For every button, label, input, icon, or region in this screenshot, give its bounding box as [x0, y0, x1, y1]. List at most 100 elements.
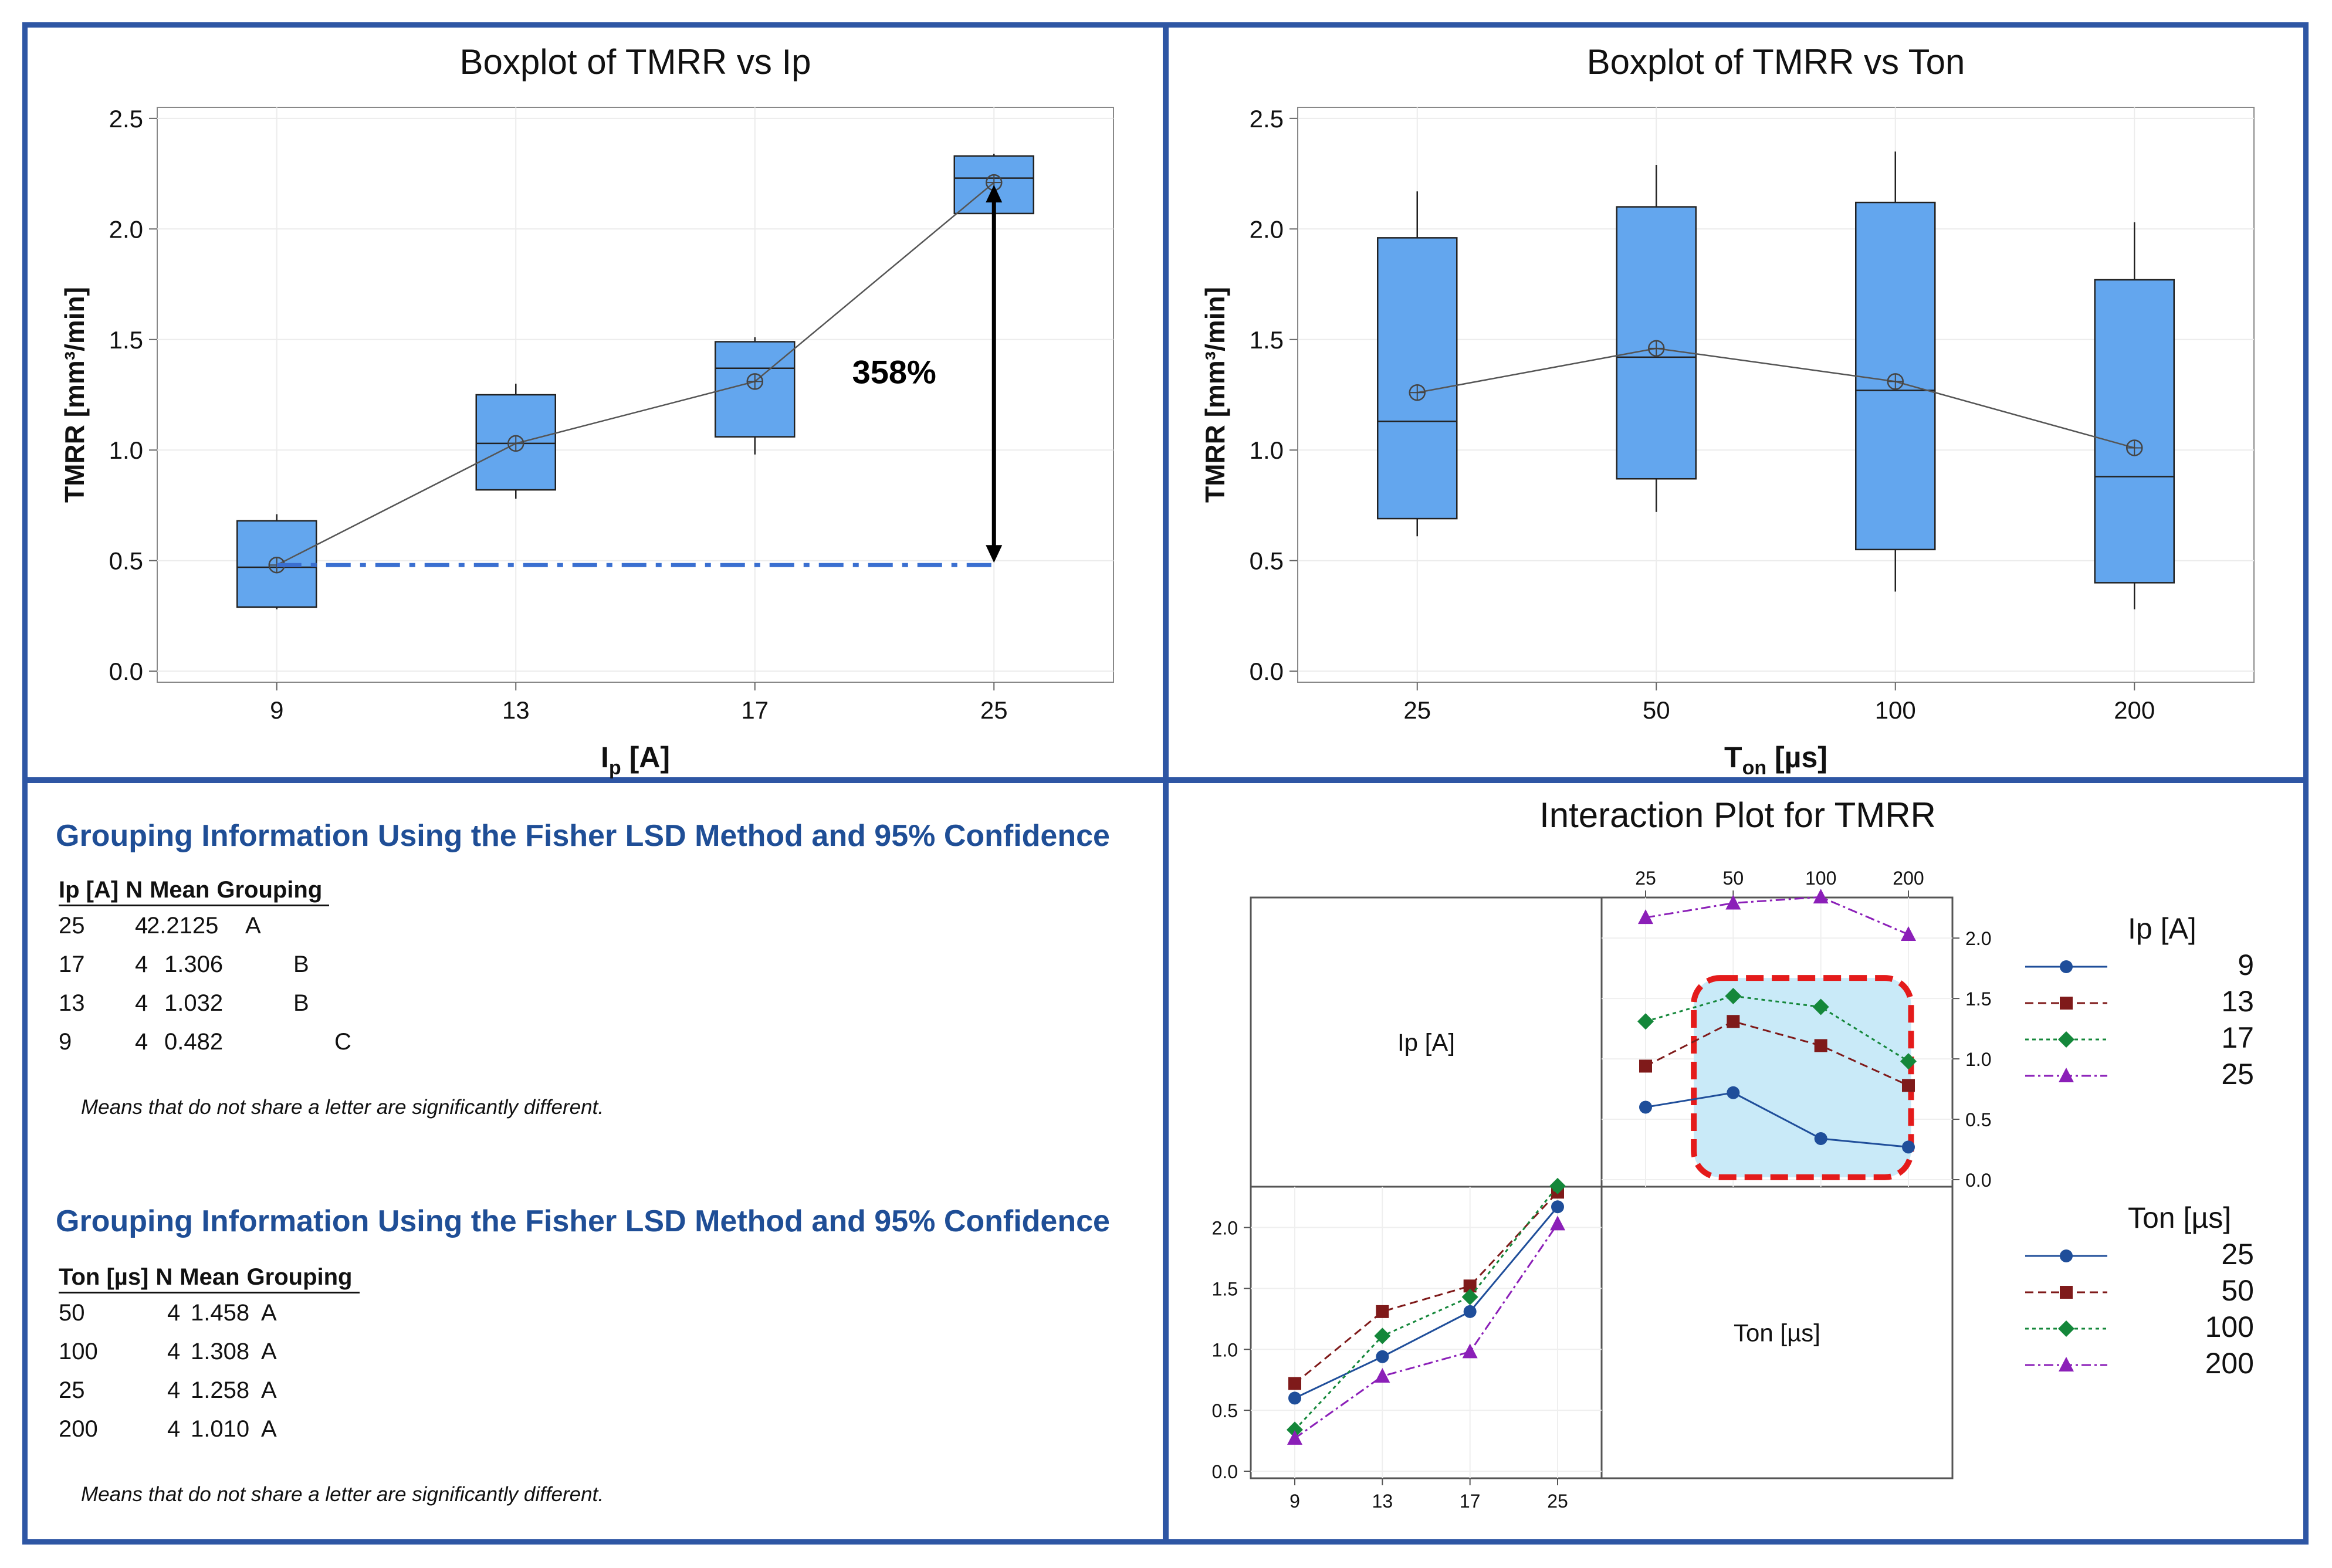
series-point-9	[1814, 1132, 1827, 1145]
series-line-17	[1645, 995, 1909, 1062]
horizontal-divider	[22, 777, 2309, 783]
row-n: 4	[135, 1029, 148, 1055]
legend-marker	[2060, 997, 2073, 1010]
series-line-50	[1294, 1191, 1559, 1384]
grouping-ip-table: Ip [A] N Mean Grouping 25 4 2.2125 A 17 4 1.306 B 13…	[59, 877, 351, 1061]
y-tick-label: 1.5	[1212, 1278, 1238, 1299]
row-group: A	[245, 913, 261, 939]
x-tick-label: 9	[270, 696, 283, 724]
increase-arrow-head-down	[986, 545, 1003, 563]
vertical-divider	[1163, 22, 1169, 1545]
row-n: 4	[167, 1300, 181, 1326]
series-point-17	[1812, 998, 1829, 1015]
legend-item-9: 9	[2238, 949, 2254, 981]
row-group: B	[293, 990, 309, 1016]
series-point-25	[1638, 909, 1653, 924]
row-level: 17	[59, 951, 85, 977]
series-point-100	[1461, 1288, 1478, 1305]
chart-title: Interaction Plot for TMRR	[1539, 795, 1936, 835]
y-tick-label: 0.5	[109, 547, 143, 575]
table-row: 50 4 1.458 A	[59, 1293, 360, 1332]
row-mean: 1.306	[164, 951, 224, 977]
x-label-unit: [A]	[621, 741, 670, 774]
y-tick-label: 2.0	[1965, 928, 1991, 949]
series-point-25	[1725, 895, 1741, 910]
row-mean: 0.482	[164, 1029, 224, 1055]
series-line-25	[1645, 896, 1909, 936]
row-n: 4	[167, 1339, 181, 1364]
y-tick-label: 1.5	[1250, 326, 1284, 354]
row-n: 4	[135, 913, 148, 939]
y-tick-label: 1.0	[1965, 1049, 1991, 1070]
series-point-50	[1376, 1305, 1389, 1318]
series-point-17	[1725, 988, 1742, 1005]
series-point-9	[1902, 1140, 1915, 1154]
series-point-200	[1287, 1430, 1302, 1445]
series-point-17	[1900, 1053, 1917, 1070]
legend-item-100: 100	[2205, 1310, 2254, 1343]
legend-item-25: 25	[2221, 1058, 2254, 1091]
header-3: Grouping	[216, 877, 323, 903]
y-tick-label: 2.5	[1250, 105, 1284, 133]
x-tick-label: 200	[2114, 696, 2155, 724]
header-0: Ton [µs]	[59, 1264, 149, 1290]
x-axis-label: Ip [A]	[601, 741, 670, 779]
grouping-ip-title: Grouping Information Using the Fisher LS…	[56, 819, 1110, 853]
table-row: 13 4 1.032 B	[59, 984, 329, 1022]
y-tick-label: 0.0	[1250, 658, 1284, 685]
x-tick-label: 50	[1643, 696, 1670, 724]
series-line-100	[1294, 1185, 1559, 1431]
header-2: Mean	[150, 877, 210, 903]
y-axis-label: TMRR [mm³/min]	[59, 287, 90, 503]
grouping-ton-note: Means that do not share a letter are sig…	[81, 1483, 604, 1506]
row-mean: 1.258	[191, 1377, 250, 1403]
x-axis-label: Ton [µs]	[1724, 741, 1827, 779]
y-axis-label: TMRR [mm³/min]	[1200, 287, 1230, 503]
y-tick-label: 2.0	[1250, 215, 1284, 243]
y-tick-label: 1.5	[109, 326, 143, 354]
series-point-25	[1813, 889, 1829, 904]
row-level: 25	[59, 913, 85, 939]
row-level: 9	[59, 1029, 72, 1055]
header-2: Mean	[180, 1264, 240, 1290]
highlight-region	[1691, 975, 1914, 1180]
y-tick-label: 1.0	[1212, 1339, 1238, 1360]
grouping-ip-note: Means that do not share a letter are sig…	[81, 1096, 604, 1119]
row-mean: 1.458	[191, 1300, 250, 1326]
x-tick-label: 13	[1372, 1491, 1393, 1512]
legend-marker	[2059, 1357, 2074, 1371]
row-mean: 1.308	[191, 1339, 250, 1364]
legend-marker	[2060, 960, 2073, 973]
series-point-25	[1551, 1200, 1564, 1214]
series-point-25	[1376, 1350, 1389, 1363]
x-tick-label: 13	[502, 696, 530, 724]
header-1: N	[155, 1264, 173, 1290]
x-label-unit: [µs]	[1766, 741, 1827, 774]
x-tick-label: 25	[1547, 1491, 1568, 1512]
legend-item-25: 25	[2221, 1238, 2254, 1271]
legend-title: Ton [µs]	[2128, 1201, 2231, 1234]
legend-marker	[2060, 1249, 2073, 1262]
table-row: 17 4 1.306 B	[59, 945, 329, 984]
row-group: A	[261, 1339, 277, 1364]
series-point-25	[1463, 1305, 1477, 1318]
x-label-sub: on	[1742, 757, 1767, 779]
row-n: 4	[167, 1416, 181, 1442]
legend-item-17: 17	[2221, 1021, 2254, 1054]
row-level: 100	[59, 1339, 98, 1364]
increase-arrow-head-up	[986, 185, 1003, 203]
y-tick-label: 1.5	[1965, 988, 1991, 1010]
series-point-13	[1814, 1039, 1827, 1052]
panel-label-ton: Ton [µs]	[1734, 1319, 1820, 1347]
y-tick-label: 0.5	[1250, 547, 1284, 575]
interaction-plot-tmrr: Interaction Plot for TMRR Ip [A] Ton [µs] 0…	[1212, 795, 2254, 1512]
mean-connect-line	[1417, 347, 2135, 449]
row-group: A	[261, 1300, 277, 1326]
legend-item-50: 50	[2221, 1274, 2254, 1307]
boxplot-tmrr-vs-ip: Boxplot of TMRR vs Ip 0.0 0.5 1.0 1.5 2.0 2.5 9…	[59, 42, 1114, 779]
x-tick-label: 50	[1723, 868, 1744, 889]
series-line-13	[1645, 1020, 1909, 1086]
table-row: 100 4 1.308 A	[59, 1332, 360, 1371]
series-point-100	[1549, 1177, 1566, 1194]
x-label-main: I	[601, 741, 609, 774]
